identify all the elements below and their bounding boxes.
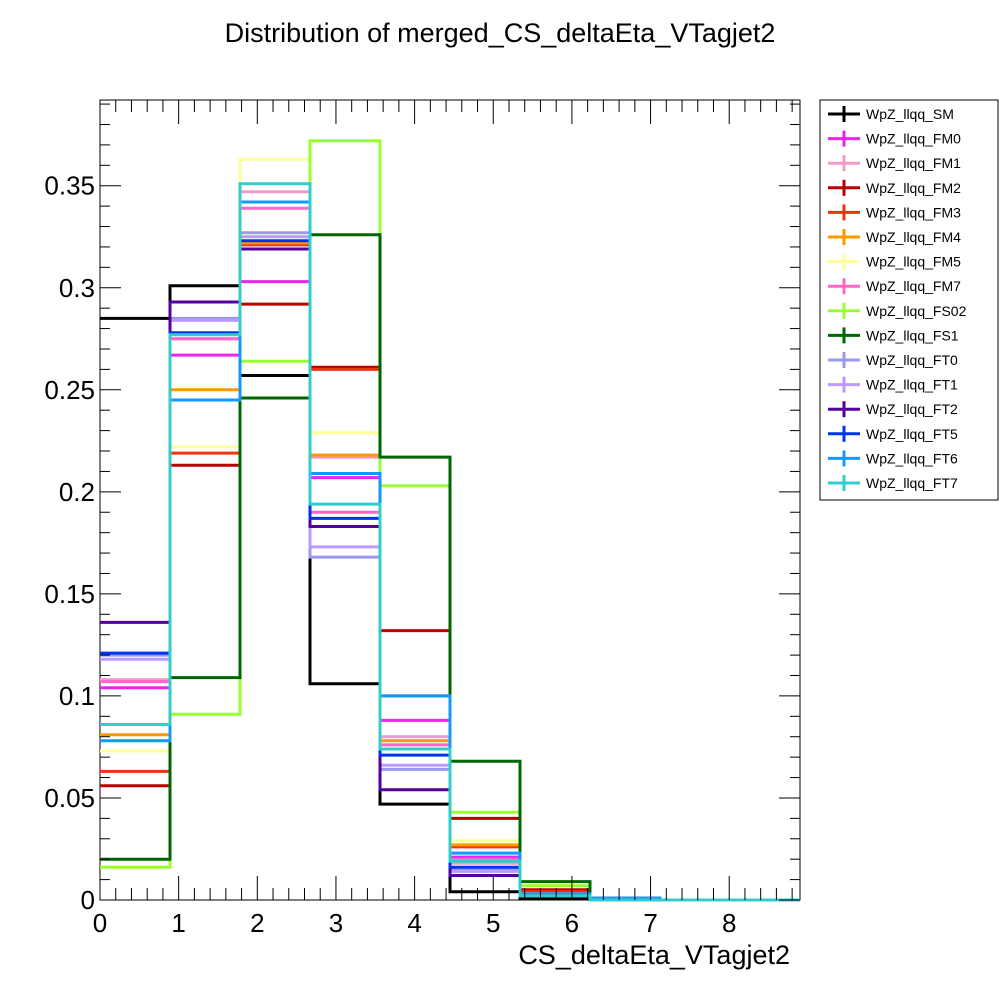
series-layer (100, 141, 800, 900)
x-tick-label: 7 (643, 908, 657, 938)
legend-label: WpZ_llqq_FS02 (866, 303, 967, 319)
ticks-layer: 0 1 2 3 4 5 6 7 800.050.10.150.20.250.30.35 (44, 100, 800, 938)
x-tick-label: 4 (407, 908, 421, 938)
x-tick-label: 6 (565, 908, 579, 938)
legend-label: WpZ_llqq_FM3 (866, 204, 961, 220)
x-tick-label: 5 (486, 908, 500, 938)
chart-title: Distribution of merged_CS_deltaEta_VTagj… (225, 18, 776, 48)
y-tick-label: 0.25 (44, 375, 95, 405)
legend-label: WpZ_llqq_FT7 (866, 475, 958, 491)
legend-label: WpZ_llqq_FT6 (866, 450, 958, 466)
legend-label: WpZ_llqq_FM4 (866, 229, 961, 245)
y-tick-label: 0.2 (59, 477, 95, 507)
legend-label: WpZ_llqq_FT2 (866, 401, 958, 417)
legend-label: WpZ_llqq_FT1 (866, 377, 958, 393)
y-tick-label: 0.05 (44, 783, 95, 813)
legend-label: WpZ_llqq_FM1 (866, 155, 961, 171)
legend-label: WpZ_llqq_FT5 (866, 426, 958, 442)
y-tick-label: 0.1 (59, 681, 95, 711)
x-tick-label: 8 (722, 908, 736, 938)
y-tick-label: 0.15 (44, 579, 95, 609)
legend-label: WpZ_llqq_FM7 (866, 278, 961, 294)
y-tick-label: 0 (81, 885, 95, 915)
y-tick-label: 0.3 (59, 273, 95, 303)
legend: WpZ_llqq_SM WpZ_llqq_FM0 WpZ_llqq_FM1 WpZ_l… (820, 100, 998, 500)
legend-label: WpZ_llqq_SM (866, 106, 954, 122)
legend-label: WpZ_llqq_FM0 (866, 131, 961, 147)
legend-label: WpZ_llqq_FM2 (866, 180, 961, 196)
legend-label: WpZ_llqq_FS1 (866, 327, 959, 343)
legend-label: WpZ_llqq_FT0 (866, 352, 958, 368)
legend-label: WpZ_llqq_FM5 (866, 254, 961, 270)
y-tick-label: 0.35 (44, 171, 95, 201)
x-tick-label: 2 (250, 908, 264, 938)
x-axis-title: CS_deltaEta_VTagjet2 (518, 940, 790, 970)
x-tick-label: 3 (329, 908, 343, 938)
x-tick-label: 1 (171, 908, 185, 938)
